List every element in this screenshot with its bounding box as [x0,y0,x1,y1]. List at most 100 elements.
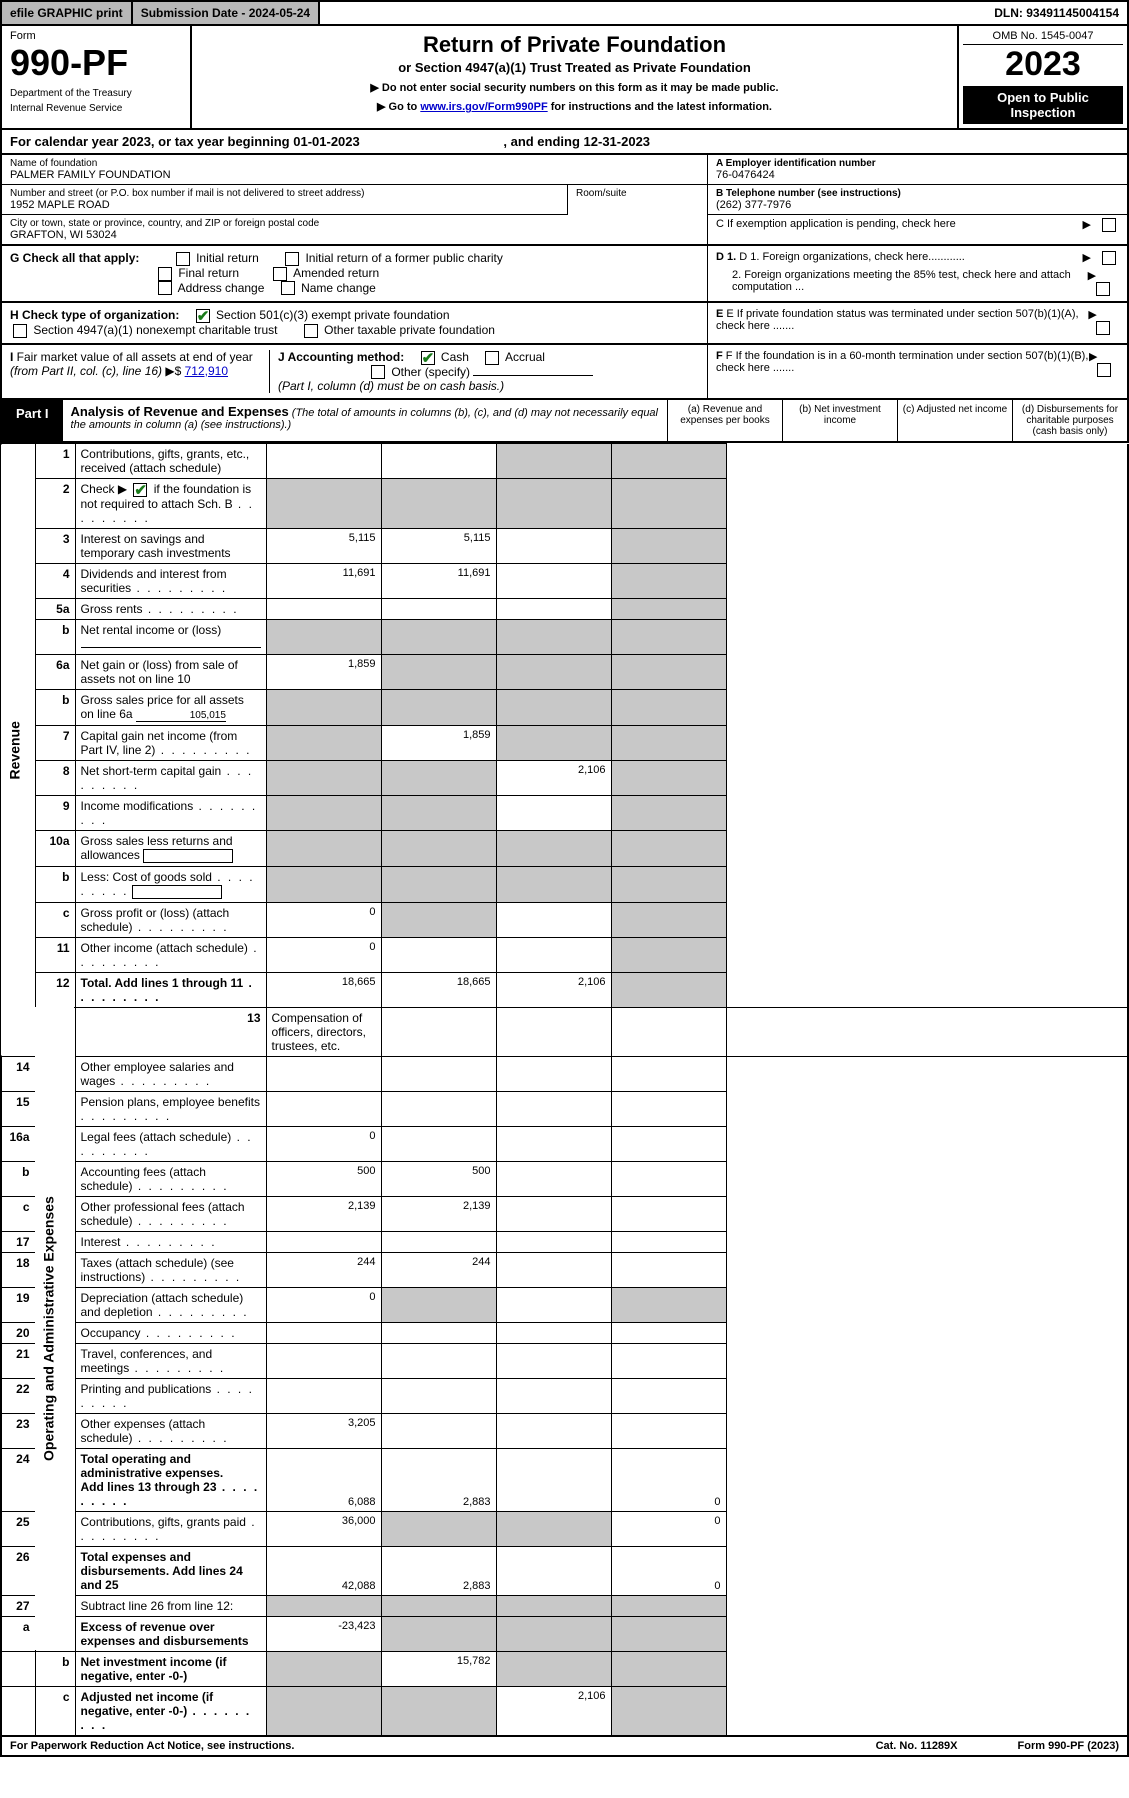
year-end: 12-31-2023 [584,134,651,149]
tax-year: 2023 [963,45,1123,84]
row-16a: Legal fees (attach schedule) [75,1126,266,1161]
h-501c3-cb[interactable] [196,309,210,323]
row-15: Pension plans, employee benefits [75,1091,266,1126]
col-a-header: (a) Revenue and expenses per books [667,400,782,441]
foundation-name: PALMER FAMILY FOUNDATION [10,169,699,181]
form-title: Return of Private Foundation [202,32,947,58]
row-23: Other expenses (attach schedule) [75,1413,266,1448]
h-other-taxable-cb[interactable] [304,324,318,338]
open-to-public: Open to Public Inspection [963,86,1123,124]
f-checkbox[interactable] [1097,363,1111,377]
expenses-side-label: Operating and Administrative Expenses [35,1007,75,1651]
j-other-cb[interactable] [371,365,385,379]
part1-table: Revenue 1Contributions, gifts, grants, e… [0,443,1129,1736]
instruction-1: ▶ Do not enter social security numbers o… [202,81,947,94]
i-j-f-row: I Fair market value of all assets at end… [0,345,1129,401]
row-20: Occupancy [75,1322,266,1343]
row-19: Depreciation (attach schedule) and deple… [75,1287,266,1322]
row-11: Other income (attach schedule) [75,937,266,972]
row-16b: Accounting fees (attach schedule) [75,1161,266,1196]
g-initial-return-cb[interactable] [176,252,190,266]
row-12: Total. Add lines 1 through 11 [75,972,266,1007]
row-6b: Gross sales price for all assets on line… [75,690,266,726]
j-note: (Part I, column (d) must be on cash basi… [278,379,504,393]
h-4947-cb[interactable] [13,324,27,338]
row-27: Subtract line 26 from line 12: [75,1595,266,1616]
city-value: GRAFTON, WI 53024 [10,229,699,241]
h-e-row: H Check type of organization: Section 50… [0,303,1129,345]
calendar-year-row: For calendar year 2023, or tax year begi… [0,130,1129,155]
g-amended-cb[interactable] [273,267,287,281]
city-label: City or town, state or province, country… [10,218,699,229]
row-25: Contributions, gifts, grants paid [75,1511,266,1546]
part1-title: Analysis of Revenue and Expenses [71,404,289,419]
year-begin: 01-01-2023 [293,134,360,149]
row-24: Total operating and administrative expen… [75,1448,266,1511]
f-label: F F If the foundation is in a 60-month t… [716,350,1089,374]
row-10c: Gross profit or (loss) (attach schedule) [75,902,266,937]
g-initial-former-cb[interactable] [285,252,299,266]
col-c-header: (c) Adjusted net income [897,400,1012,441]
ein-label: A Employer identification number [716,158,1119,169]
address-value: 1952 MAPLE ROAD [10,199,559,211]
e-checkbox[interactable] [1096,321,1110,335]
form-number: 990-PF [10,42,182,84]
row-18: Taxes (attach schedule) (see instruction… [75,1252,266,1287]
page-footer: For Paperwork Reduction Act Notice, see … [0,1737,1129,1757]
row-26: Total expenses and disbursements. Add li… [75,1546,266,1595]
row-7: Capital gain net income (from Part IV, l… [75,726,266,761]
c-checkbox[interactable] [1102,218,1116,232]
col-d-header: (d) Disbursements for charitable purpose… [1012,400,1127,441]
row-2: Check ▶ if the foundation is not require… [75,479,266,529]
submission-date: Submission Date - 2024-05-24 [133,2,320,24]
j-label: J Accounting method: [278,350,404,364]
g-name-change-cb[interactable] [281,281,295,295]
row-16c: Other professional fees (attach schedule… [75,1196,266,1231]
j-cash-cb[interactable] [421,351,435,365]
row-13: Compensation of officers, directors, tru… [266,1007,381,1056]
top-bar: efile GRAPHIC print Submission Date - 20… [0,0,1129,26]
h-label: H Check type of organization: [10,308,179,322]
row-4: Dividends and interest from securities [75,564,266,599]
paperwork-notice: For Paperwork Reduction Act Notice, see … [10,1740,294,1752]
d2-checkbox[interactable] [1096,282,1110,296]
address-label: Number and street (or P.O. box number if… [10,188,559,199]
e-label: E E If private foundation status was ter… [716,308,1088,332]
revenue-side-label: Revenue [1,444,35,1056]
schb-checkbox[interactable] [133,483,147,497]
g-address-change-cb[interactable] [158,281,172,295]
row-22: Printing and publications [75,1378,266,1413]
j-accrual-cb[interactable] [485,351,499,365]
row-27b: Net investment income (if negative, ente… [75,1651,266,1686]
d1-checkbox[interactable] [1102,251,1116,265]
omb-number: OMB No. 1545-0047 [963,30,1123,45]
row-9: Income modifications [75,796,266,831]
row-10b: Less: Cost of goods sold [75,867,266,903]
ein-value: 76-0476424 [716,169,1119,181]
identity-block: Name of foundation PALMER FAMILY FOUNDAT… [0,155,1129,246]
row-6a: Net gain or (loss) from sale of assets n… [75,655,266,690]
name-label: Name of foundation [10,158,699,169]
row-14: Other employee salaries and wages [75,1056,266,1091]
phone-value: (262) 377-7976 [716,199,1119,211]
part1-tab: Part I [2,400,63,441]
d1-label: D 1. D 1. Foreign organizations, check h… [716,251,965,263]
row-1: Contributions, gifts, grants, etc., rece… [75,444,266,479]
col-b-header: (b) Net investment income [782,400,897,441]
g-final-return-cb[interactable] [158,267,172,281]
dept-treasury: Department of the Treasury [10,88,182,99]
form990pf-link[interactable]: www.irs.gov/Form990PF [420,101,547,113]
form-label: Form [10,30,182,42]
catalog-number: Cat. No. 11289X [876,1740,958,1752]
part1-header: Part I Analysis of Revenue and Expenses … [0,400,1129,443]
form-subtitle: or Section 4947(a)(1) Trust Treated as P… [202,60,947,75]
row-10a: Gross sales less returns and allowances [75,831,266,867]
i-value[interactable]: 712,910 [185,364,228,378]
dln: DLN: 93491145004154 [986,2,1127,24]
row-17: Interest [75,1231,266,1252]
row-3: Interest on savings and temporary cash i… [75,529,266,564]
row-27a: Excess of revenue over expenses and disb… [75,1616,266,1651]
instruction-2: ▶ Go to www.irs.gov/Form990PF for instru… [202,100,947,113]
efile-print-button[interactable]: efile GRAPHIC print [2,2,133,24]
dept-irs: Internal Revenue Service [10,103,182,114]
